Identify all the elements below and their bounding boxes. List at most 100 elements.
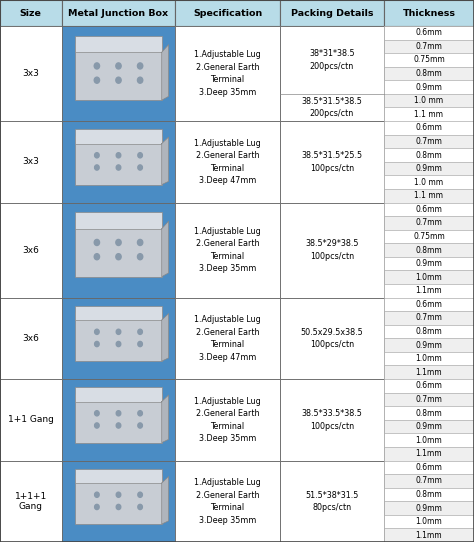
Bar (175, 26, 280, 121)
Bar (384, 515, 474, 528)
Bar (62, 0, 175, 26)
Bar (62, 203, 175, 298)
Bar (384, 94, 474, 107)
Text: 38.5*31.5*38.5
200pcs/ctn: 38.5*31.5*38.5 200pcs/ctn (301, 96, 362, 118)
Circle shape (95, 329, 99, 334)
Circle shape (116, 329, 121, 334)
Bar (384, 230, 474, 243)
Bar (0, 121, 62, 203)
Bar (384, 148, 474, 162)
Text: 0.7mm: 0.7mm (416, 476, 442, 486)
Bar (384, 447, 474, 461)
Bar (384, 176, 474, 189)
Bar (0, 379, 62, 461)
Text: Thickness: Thickness (402, 9, 456, 17)
Bar (75, 387, 162, 402)
Bar (384, 53, 474, 67)
Text: 0.7mm: 0.7mm (416, 395, 442, 404)
Bar (384, 461, 474, 474)
Polygon shape (162, 395, 169, 443)
Text: 0.8mm: 0.8mm (416, 327, 442, 336)
Text: 1.Adjustable Lug
2.General Earth
Terminal
3.Deep 35mm: 1.Adjustable Lug 2.General Earth Termina… (194, 478, 261, 525)
Text: 1.Adjustable Lug
2.General Earth
Terminal
3.Deep 47mm: 1.Adjustable Lug 2.General Earth Termina… (194, 139, 261, 185)
Bar (384, 352, 474, 365)
Circle shape (116, 505, 121, 509)
Bar (75, 306, 162, 320)
Circle shape (138, 165, 142, 170)
Bar (75, 136, 162, 185)
Bar (280, 203, 384, 298)
Circle shape (116, 254, 121, 260)
Bar (384, 134, 474, 148)
Bar (280, 379, 384, 461)
Text: 0.6mm: 0.6mm (416, 124, 442, 132)
Bar (384, 216, 474, 230)
Text: 1.Adjustable Lug
2.General Earth
Terminal
3.Deep 47mm: 1.Adjustable Lug 2.General Earth Termina… (194, 315, 261, 362)
Bar (384, 311, 474, 325)
Bar (384, 0, 474, 26)
Bar (384, 67, 474, 80)
Bar (384, 501, 474, 515)
Text: 0.8mm: 0.8mm (416, 246, 442, 255)
Circle shape (116, 77, 121, 83)
Text: 1.1mm: 1.1mm (416, 531, 442, 540)
Text: 0.8mm: 0.8mm (416, 69, 442, 78)
Bar (384, 474, 474, 488)
Circle shape (138, 329, 142, 334)
Text: 1.1 mm: 1.1 mm (414, 191, 444, 200)
Bar (384, 434, 474, 447)
Text: 1.1 mm: 1.1 mm (414, 110, 444, 119)
Bar (384, 528, 474, 542)
Bar (75, 129, 162, 144)
Text: 0.7mm: 0.7mm (416, 218, 442, 228)
Text: 51.5*38*31.5
80pcs/ctn: 51.5*38*31.5 80pcs/ctn (305, 491, 358, 512)
Bar (75, 312, 162, 361)
Text: 0.7mm: 0.7mm (416, 42, 442, 51)
Circle shape (116, 492, 121, 498)
Circle shape (95, 411, 99, 416)
Polygon shape (162, 476, 169, 524)
Polygon shape (162, 44, 169, 100)
Bar (175, 121, 280, 203)
Polygon shape (162, 137, 169, 185)
Text: 3x3: 3x3 (22, 157, 39, 166)
Text: 38.5*31.5*25.5
100pcs/ctn: 38.5*31.5*25.5 100pcs/ctn (301, 151, 362, 172)
Text: 0.9mm: 0.9mm (416, 259, 442, 268)
Text: 1.0 mm: 1.0 mm (414, 178, 444, 186)
Circle shape (138, 423, 142, 428)
Bar (75, 36, 162, 52)
Circle shape (95, 153, 99, 158)
Circle shape (95, 165, 99, 170)
Bar (384, 162, 474, 176)
Text: 0.6mm: 0.6mm (416, 28, 442, 37)
Bar (0, 26, 62, 121)
Bar (384, 270, 474, 284)
Text: 1.Adjustable Lug
2.General Earth
Terminal
3.Deep 35mm: 1.Adjustable Lug 2.General Earth Termina… (194, 397, 261, 443)
Bar (0, 203, 62, 298)
Bar (280, 461, 384, 542)
Circle shape (94, 77, 100, 83)
Bar (384, 203, 474, 216)
Bar (384, 243, 474, 257)
Bar (62, 121, 175, 203)
Text: 0.9mm: 0.9mm (416, 164, 442, 173)
Text: 1.0mm: 1.0mm (416, 436, 442, 444)
Bar (384, 338, 474, 352)
Text: 3x6: 3x6 (22, 334, 39, 343)
Circle shape (116, 423, 121, 428)
Text: Packing Details: Packing Details (291, 9, 373, 17)
Bar (62, 298, 175, 379)
Circle shape (116, 341, 121, 347)
Text: 0.9mm: 0.9mm (416, 504, 442, 513)
Bar (175, 0, 280, 26)
Text: 1.1mm: 1.1mm (416, 368, 442, 377)
Bar (0, 461, 62, 542)
Circle shape (137, 240, 143, 246)
Text: Specification: Specification (193, 9, 262, 17)
Bar (384, 80, 474, 94)
Bar (384, 257, 474, 270)
Text: 1+1+1
Gang: 1+1+1 Gang (15, 492, 47, 511)
Circle shape (138, 505, 142, 509)
Text: 1.0 mm: 1.0 mm (414, 96, 444, 105)
Circle shape (116, 411, 121, 416)
